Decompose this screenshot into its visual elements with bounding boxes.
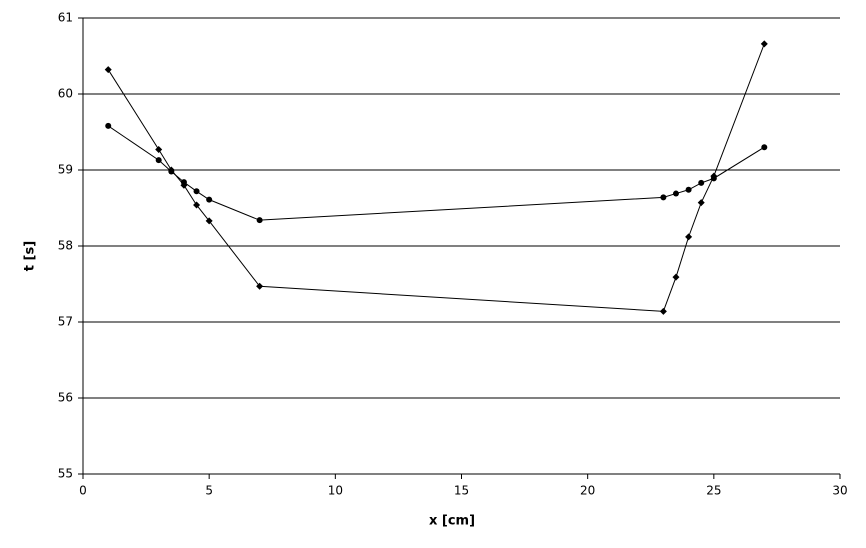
y-tick-label: 60 [58,87,73,101]
point [672,190,679,197]
point [105,122,112,129]
point [206,196,213,203]
y-tick-label: 59 [58,163,73,177]
point [180,179,187,186]
y-tick-label: 61 [58,11,73,25]
point [710,175,717,182]
series-line [107,43,765,312]
x-tick-label: 30 [832,484,847,498]
x-tick-label: 5 [205,484,213,498]
series-line [107,125,765,221]
x-axis-label: x [cm] [429,514,475,529]
x-tick-label: 20 [580,484,595,498]
point [168,168,175,175]
point [672,273,680,281]
point [193,188,200,195]
point [761,144,768,151]
y-tick-label: 56 [58,391,73,405]
y-tick-label: 55 [58,467,73,481]
point [685,186,692,193]
point [660,194,667,201]
point [256,282,264,290]
y-tick-label: 58 [58,239,73,253]
x-tick-label: 15 [454,484,469,498]
point [685,233,693,241]
point [193,201,201,209]
point [205,217,213,225]
point [659,307,667,315]
point [155,157,162,164]
point [155,145,163,153]
point [256,217,263,224]
point [698,179,705,186]
point [697,199,705,207]
y-axis-label: t [s] [23,241,38,271]
point [104,66,112,74]
x-tick-label: 0 [79,484,87,498]
x-tick-label: 25 [706,484,721,498]
point [760,40,768,48]
y-tick-label: 57 [58,315,73,329]
x-tick-label: 10 [328,484,343,498]
